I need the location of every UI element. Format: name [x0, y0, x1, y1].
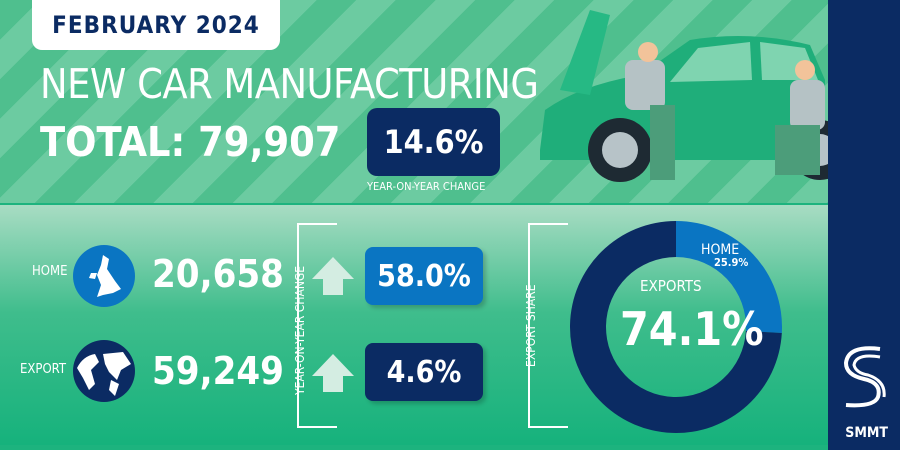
yoy-bracket [297, 223, 337, 428]
home-share-value: 25.9% [714, 256, 749, 269]
donut-slice-exports [570, 221, 782, 433]
export-value: 59,249 [152, 349, 284, 393]
yoy-caption: YEAR-ON-YEAR CHANGE [367, 180, 486, 193]
home-value: 20,658 [152, 252, 284, 296]
export-share-label: EXPORT SHARE [524, 284, 538, 367]
up-arrow-icon [312, 354, 354, 392]
world-globe-icon [73, 340, 135, 402]
export-yoy-badge: 4.6% [365, 343, 483, 401]
smmt-logo-text: SMMT [845, 425, 888, 441]
export-share-donut [570, 221, 782, 433]
total-value: TOTAL: 79,907 [40, 118, 341, 166]
donut-slice-home [676, 221, 782, 333]
home-label: HOME [32, 264, 68, 279]
export-label: EXPORT [20, 362, 66, 377]
donut-center-value: 74.1% [620, 302, 764, 356]
export-share-bracket [528, 223, 568, 428]
car-mechanics-illustration [540, 10, 828, 182]
page-title: NEW CAR MANUFACTURING [40, 60, 539, 108]
total-yoy-badge: 14.6% [367, 108, 500, 176]
home-yoy-badge: 58.0% [365, 247, 483, 305]
month-badge: FEBRUARY 2024 [32, 0, 280, 50]
home-share-label: HOME [701, 242, 740, 258]
uk-map-icon [73, 245, 135, 307]
smmt-logo [843, 346, 886, 408]
yoy-vertical-label: YEAR-ON-YEAR CHANGE [293, 265, 307, 395]
donut-center-label: EXPORTS [640, 277, 702, 295]
up-arrow-icon [312, 257, 354, 295]
